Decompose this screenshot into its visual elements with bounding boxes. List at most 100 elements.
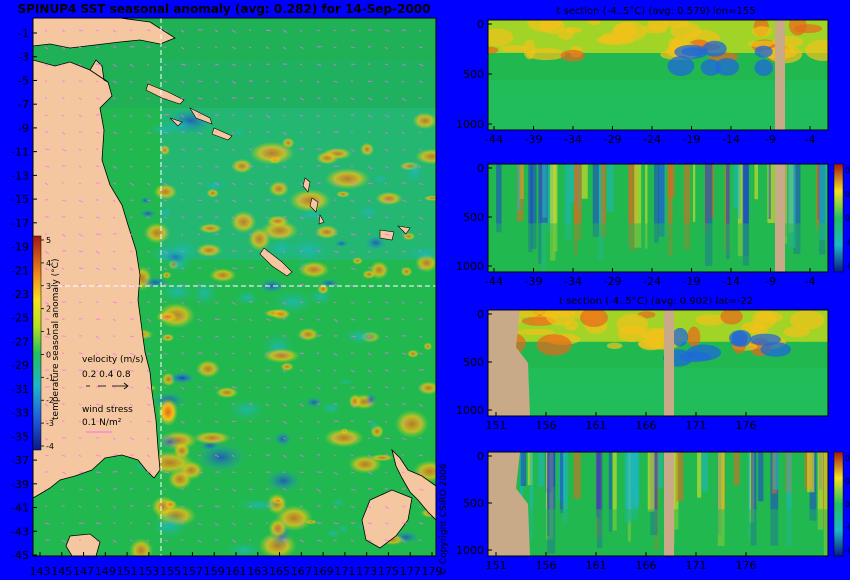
velocity-streak [608, 452, 613, 532]
wind-vector [163, 250, 169, 254]
lon-tick-label: 153 [138, 565, 159, 578]
wind-vector [197, 335, 201, 339]
velocity-streak [635, 452, 638, 507]
land-vanuatu [302, 177, 325, 225]
copyright: © Copyright CSIRO 2006 [439, 463, 449, 576]
cool-patch [731, 330, 752, 347]
wind-vector [197, 182, 203, 185]
x-tick-label: -24 [643, 275, 661, 288]
wind-vector [146, 454, 150, 458]
wind-vector [384, 420, 388, 423]
x-tick-label: -44 [485, 275, 503, 288]
wind-vector [401, 97, 407, 102]
warm-patch [540, 20, 565, 34]
wind-vector [299, 369, 303, 372]
wind-vector [401, 46, 405, 49]
wind-vector [163, 97, 168, 100]
x-tick-label: 151 [486, 559, 507, 572]
anomaly-blob [324, 528, 342, 538]
wind-vector [197, 165, 202, 168]
svg-text:© Copyright CSIRO 2006: © Copyright CSIRO 2006 [439, 463, 449, 576]
wind-vector [265, 437, 271, 440]
wind-vector [214, 318, 220, 321]
wind-vector [129, 369, 134, 373]
velocity-streak [742, 164, 749, 257]
wind-vector [146, 80, 151, 83]
x-tick-label: -34 [564, 133, 582, 146]
wind-vector [214, 437, 220, 440]
wind-vector [299, 29, 303, 32]
wind-vector [180, 284, 185, 287]
wind-vector [333, 29, 337, 32]
anomaly-blob [153, 511, 188, 540]
anomaly-blob [191, 280, 218, 307]
anomaly-blob [362, 269, 376, 279]
wind-vector [44, 250, 50, 255]
wind-vector [44, 148, 50, 151]
lat-tick-label: -3 [18, 51, 29, 64]
wind-vector [61, 29, 65, 33]
wind-vector [112, 216, 115, 219]
wind-vector [95, 539, 99, 543]
anomaly-blob [225, 542, 263, 556]
wind-vector [248, 216, 253, 219]
anomaly-blob [209, 268, 237, 283]
anomaly-blob [400, 266, 413, 277]
wind-vector [95, 267, 100, 270]
wind-vector [316, 131, 321, 133]
cool-patch [754, 45, 773, 58]
velocity-colorbar-tick: -0.4 [845, 262, 850, 271]
wind-vector [112, 165, 118, 169]
wind-vector [333, 97, 338, 101]
section-land-gap [664, 310, 674, 416]
wind-vector [78, 148, 82, 151]
wind-vector [129, 386, 134, 389]
x-tick-label: -14 [722, 275, 740, 288]
depth-tick-label: 500 [463, 68, 484, 81]
wind-vector [95, 454, 101, 457]
wind-vector [95, 505, 99, 508]
velocity-streak [592, 164, 599, 237]
wind-vector [112, 131, 118, 135]
wind-vector [61, 386, 65, 390]
wind-vector [112, 29, 117, 33]
velocity-streak [547, 452, 556, 554]
anomaly-blob [143, 222, 171, 244]
anomaly-blob [168, 468, 193, 490]
wind-vector [265, 250, 269, 253]
wind-vector [163, 216, 167, 219]
wind-vector [350, 488, 356, 491]
anomaly-blob [162, 271, 172, 279]
wind-vector [418, 352, 423, 355]
lon-tick-label: 171 [334, 565, 355, 578]
wind-vector [384, 114, 390, 118]
warm-patch [587, 20, 601, 25]
lon-tick-label: 155 [160, 565, 181, 578]
wind-vector [350, 97, 355, 101]
anomaly-blob [288, 189, 332, 213]
wind-vector [95, 80, 99, 83]
wind-vector [350, 403, 356, 408]
lon-tick-label: 151 [117, 565, 138, 578]
cool-patch [760, 342, 791, 357]
x-tick-label: -29 [604, 133, 622, 146]
wind-vector [78, 505, 82, 508]
anomaly-blob [406, 349, 420, 358]
wind-vector [214, 335, 219, 338]
wind-vector [384, 301, 389, 304]
wind-vector [163, 505, 168, 509]
wind-vector [367, 352, 372, 356]
wind-vector [146, 250, 151, 253]
lat-tick-label: -23 [11, 288, 29, 301]
anomaly-blob [163, 239, 201, 262]
wind-vector [214, 352, 218, 356]
velocity-streak [600, 164, 607, 237]
wind-vector [350, 233, 356, 236]
wind-vector [401, 437, 407, 441]
wind-vector [231, 29, 237, 34]
anomaly-blob [271, 289, 315, 315]
anomaly-blob [159, 144, 171, 156]
velocity-streak [647, 452, 655, 512]
wind-vector [418, 46, 423, 49]
wind-vector [78, 114, 83, 118]
